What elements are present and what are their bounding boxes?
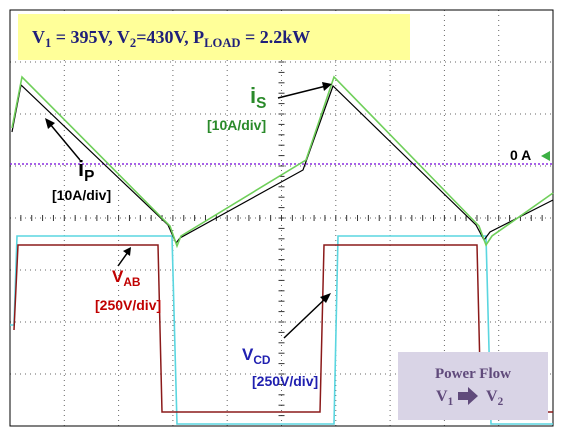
i-p-scale: [10A/div] [52, 187, 111, 203]
power-flow-title: Power Flow [435, 366, 511, 382]
scope-screen: V1 = 395V, V2=430V, PLOAD = 2.2kW iS [10… [0, 0, 563, 437]
header-title: V1 = 395V, V2=430V, PLOAD = 2.2kW [32, 27, 310, 50]
zero-label: 0 A [510, 147, 531, 163]
v-cd-scale: [250V/div] [252, 373, 318, 389]
i-s-scale: [10A/div] [207, 117, 266, 133]
v-ab-scale: [250V/div] [95, 297, 161, 313]
power-flow-box [398, 352, 548, 420]
